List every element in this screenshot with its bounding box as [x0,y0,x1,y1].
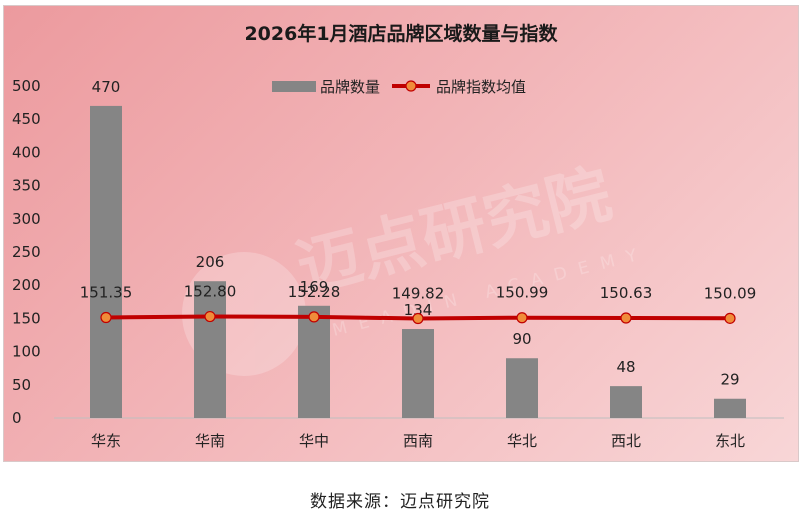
index-value-label: 151.35 [80,284,133,302]
bar-华北 [506,358,538,418]
bar-西北 [610,386,642,418]
y-tick-label: 500 [12,77,41,95]
legend-label-count: 品牌数量 [320,78,380,96]
index-value-label: 152.80 [184,283,237,301]
y-tick-label: 300 [12,210,41,228]
bar-华东 [90,105,122,419]
y-axis-ticks: 0 50 100 150 200 250 300 350 400 450 500 [12,77,41,427]
bar-value-label: 29 [720,371,739,389]
bar-华南 [194,281,226,418]
index-value-label: 149.82 [392,285,445,303]
chart-svg: 迈点研究院 MEADIN ACADEMY 2026年1月酒店品牌区域数量与指数 … [12,22,784,450]
legend-swatch-bar [272,81,316,92]
legend-label-index: 品牌指数均值 [436,78,526,96]
x-category-label: 华北 [507,432,537,450]
y-tick-label: 150 [12,309,41,327]
chart-card: 迈点研究院 MEADIN ACADEMY 2026年1月酒店品牌区域数量与指数 … [3,5,799,462]
index-marker [308,311,320,323]
index-marker [516,312,528,324]
y-tick-label: 450 [12,110,41,128]
line-data-labels: 151.35 152.80 152.28 149.82 150.99 150.63 150.… [80,283,757,303]
index-marker [620,312,632,324]
index-value-label: 150.09 [704,284,757,302]
bar-东北 [714,398,746,418]
x-category-label: 西北 [611,432,641,450]
y-tick-label: 200 [12,276,41,294]
bar-value-label: 470 [92,78,121,96]
bar-value-label: 48 [616,358,635,376]
source-note: 数据来源：迈点研究院 [310,492,490,512]
x-category-label: 华东 [91,432,121,450]
bar-华中 [298,305,330,418]
index-marker [724,312,736,324]
index-marker [412,312,424,325]
chart-title: 2026年1月酒店品牌区域数量与指数 [244,22,558,45]
y-tick-label: 250 [12,243,41,261]
bar-西南 [402,329,434,418]
x-category-label: 西南 [403,432,433,450]
y-tick-label: 100 [12,343,41,361]
bar-value-label: 90 [512,330,531,348]
bar-value-label: 169 [300,278,329,296]
bar-value-label: 134 [404,301,433,319]
y-tick-label: 50 [12,376,31,394]
legend: 品牌数量 品牌指数均值 [272,78,526,96]
line-series [100,310,736,325]
index-value-label: 150.63 [600,284,653,302]
index-value-label: 152.28 [288,283,341,301]
x-category-label: 华南 [195,432,225,450]
legend-marker [405,80,417,92]
y-tick-label: 400 [12,143,41,161]
bar-value-label: 206 [196,253,225,271]
bar-data-labels: 470 206 169 134 90 48 29 [92,78,740,389]
x-axis-categories: 华东 华南 华中 西南 华北 西北 东北 [91,432,745,450]
y-tick-label: 350 [12,177,41,195]
index-marker [204,310,216,323]
index-value-label: 150.99 [496,284,549,302]
index-marker [100,311,112,324]
y-tick-label: 0 [12,409,22,427]
x-category-label: 华中 [299,432,329,450]
bar-series [90,105,746,419]
x-category-label: 东北 [715,432,745,450]
